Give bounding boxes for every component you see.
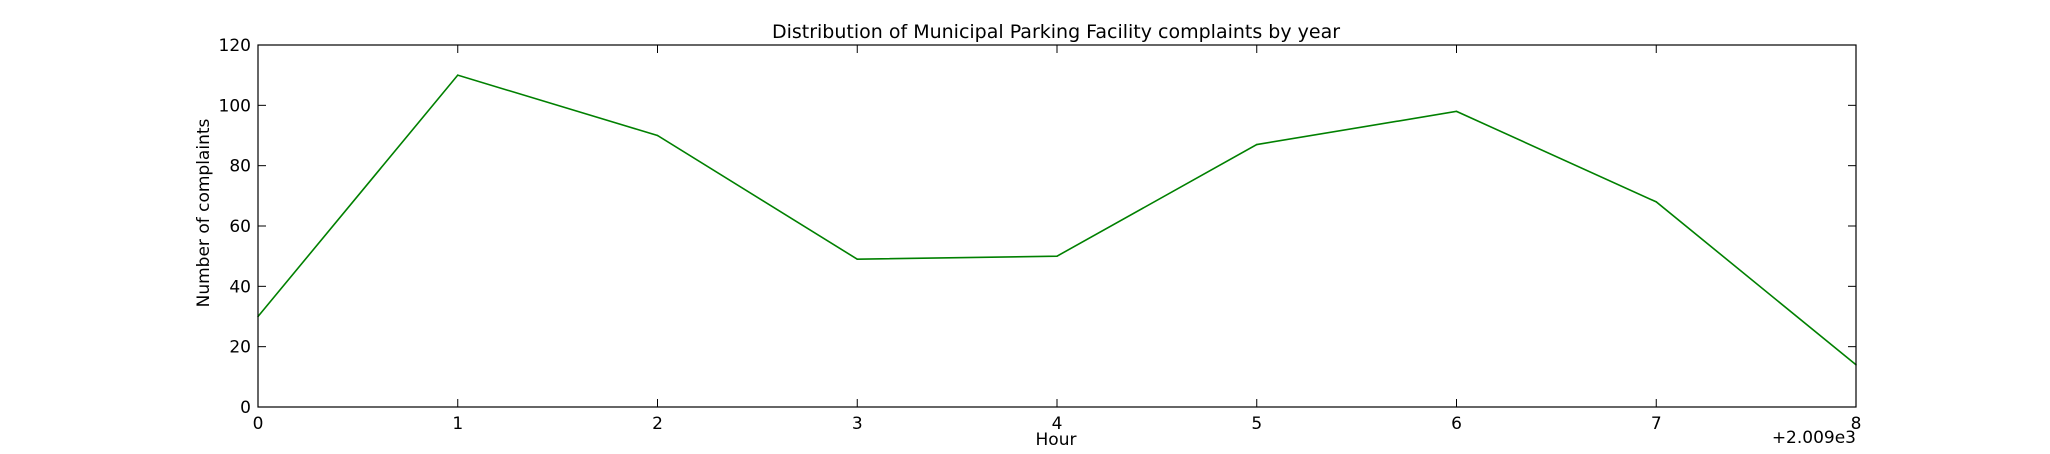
data-point [1655,201,1658,203]
data-point [456,74,459,76]
data-point [856,258,859,260]
y-tick-label: 0 [240,398,251,418]
data-point [656,134,659,137]
y-axis-label: Number of complaints [194,118,214,307]
data-point [1255,143,1258,146]
y-tick-label: 80 [229,157,251,177]
x-offset-label: +2.009e3 [1772,428,1856,448]
data-point [1455,110,1458,113]
chart-title: Distribution of Municipal Parking Facili… [772,21,1340,43]
x-tick-label: 7 [1651,414,1662,434]
y-tick-label: 100 [219,96,251,116]
x-tick-label: 3 [852,414,863,434]
x-tick-label: 2 [652,414,663,434]
x-axis-label: Hour [1036,430,1077,450]
x-tick-label: 4 [1052,414,1063,434]
x-tick-label: 8 [1851,414,1862,434]
series-line [257,74,1857,366]
y-tick-label: 20 [229,338,251,358]
y-tick-label: 120 [219,36,251,56]
plot-frame [257,44,1857,408]
series-layer [257,74,1857,366]
x-tick-label: 1 [452,414,463,434]
data-point [1056,255,1058,257]
x-tick-label: 0 [253,414,264,434]
x-tick-label: 5 [1251,414,1262,434]
y-tick-label: 60 [229,217,251,237]
x-tick-label: 6 [1451,414,1462,434]
y-tick-label: 40 [229,277,251,297]
